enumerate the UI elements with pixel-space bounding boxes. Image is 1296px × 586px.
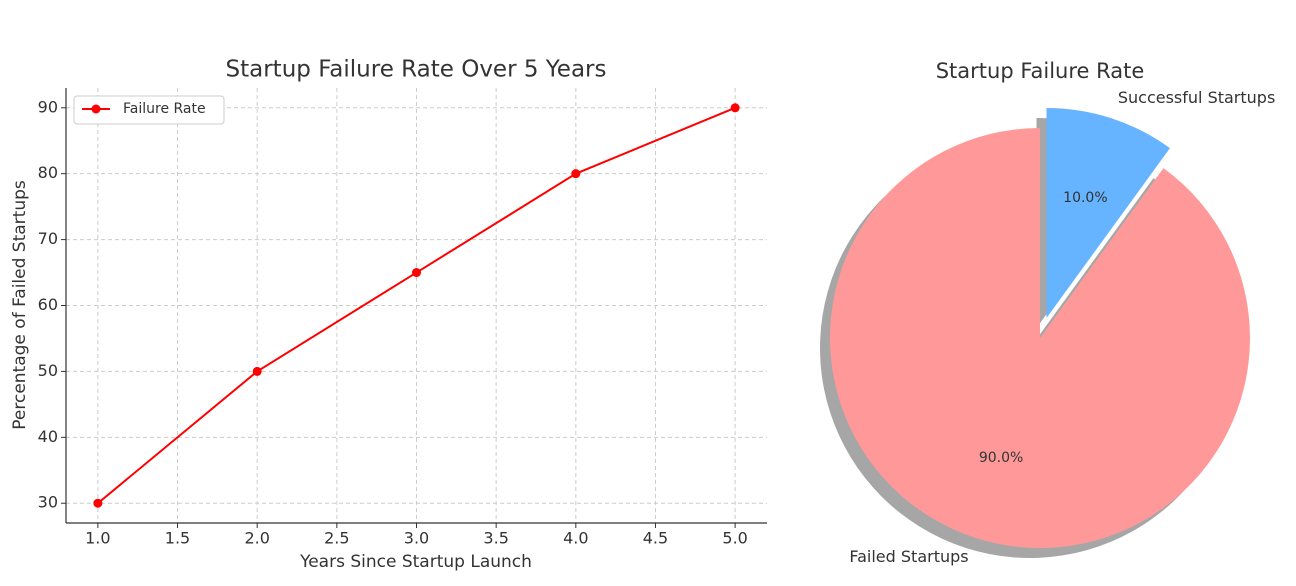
data-point	[571, 169, 581, 179]
data-point	[730, 103, 740, 113]
line-title: Startup Failure Rate Over 5 Years	[226, 57, 607, 83]
x-tick-label: 1.0	[85, 529, 110, 548]
legend-box	[73, 95, 225, 125]
y-tick-label: 60	[38, 295, 58, 314]
pie-category-label: Successful Startups	[1118, 88, 1275, 107]
x-tick-label: 5.0	[722, 529, 747, 548]
x-tick-label: 4.5	[643, 529, 668, 548]
x-tick-label: 4.0	[563, 529, 588, 548]
pie-slice	[1046, 108, 1170, 319]
y-tick-label: 30	[38, 493, 58, 512]
y-tick-label: 70	[38, 229, 58, 248]
y-axis-label: Percentage of Failed Startups	[10, 180, 30, 430]
x-tick-label: 2.5	[324, 529, 349, 548]
pie-title: Startup Failure Rate	[936, 59, 1145, 83]
pie-value-label: 10.0%	[1063, 190, 1107, 206]
y-tick-label: 50	[38, 361, 58, 380]
x-tick-label: 3.0	[404, 529, 429, 548]
pie-category-label: Failed Startups	[849, 547, 968, 566]
data-point	[252, 366, 262, 376]
pie-slice	[830, 128, 1251, 549]
data-point	[93, 498, 103, 508]
pie-value-label: 90.0%	[979, 450, 1023, 466]
x-axis-label: Years Since Startup Launch	[299, 552, 532, 572]
legend-marker	[91, 104, 101, 114]
x-tick-label: 2.0	[244, 529, 269, 548]
x-tick-label: 1.5	[165, 529, 190, 548]
legend-label: Failure Rate	[123, 101, 206, 117]
y-tick-label: 40	[38, 427, 58, 446]
y-tick-label: 80	[38, 163, 58, 182]
x-tick-label: 3.5	[483, 529, 508, 548]
data-point	[412, 268, 421, 278]
y-tick-label: 90	[38, 97, 58, 116]
